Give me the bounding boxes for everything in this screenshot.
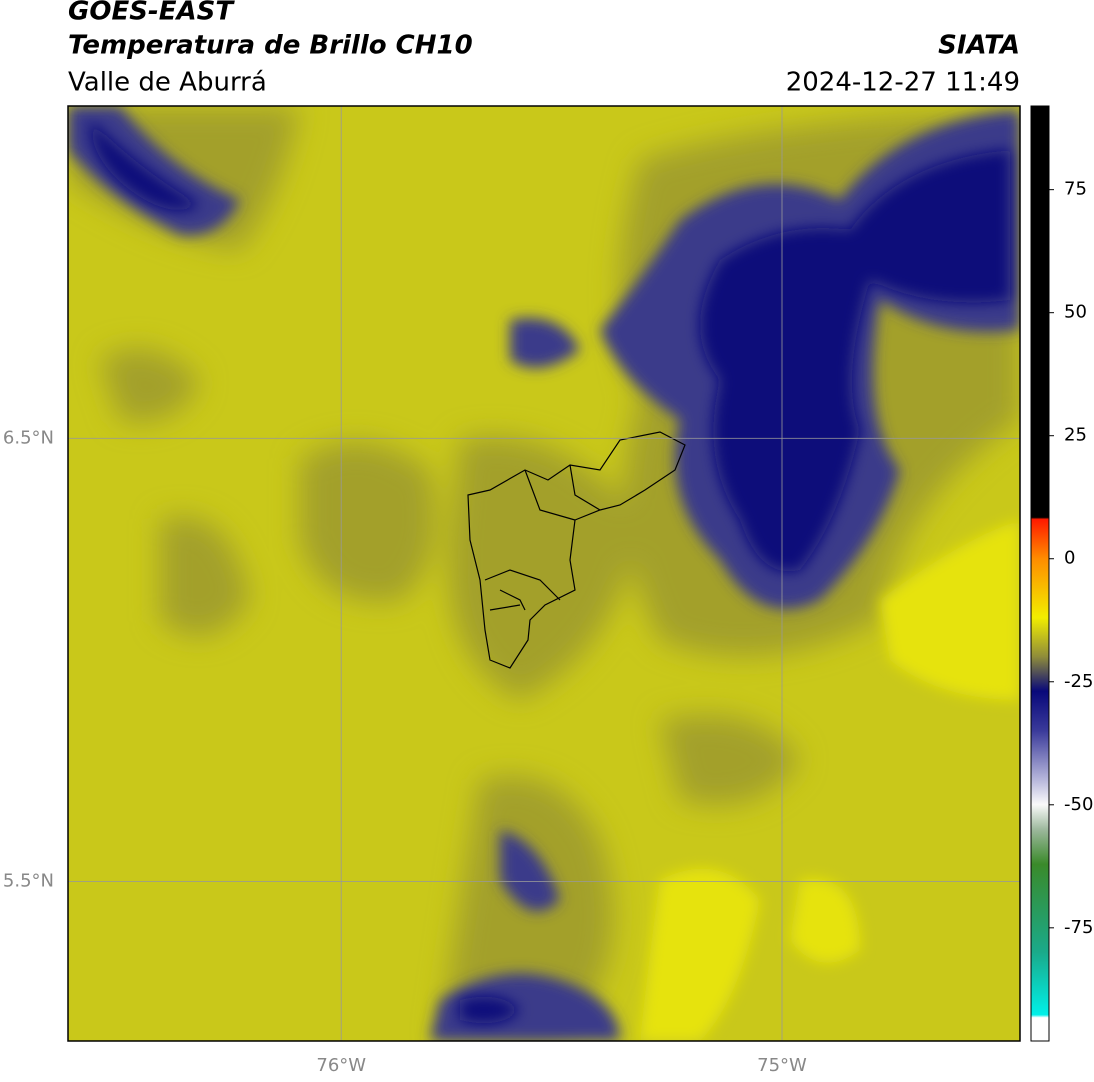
subtitle: Temperatura de Brillo CH10 <box>68 31 473 61</box>
y-tick-label: 6.5°N <box>3 427 54 448</box>
colorbar-tick-label: 25 <box>1064 425 1087 446</box>
map-image <box>68 106 1020 1041</box>
colorbar-tick-label: -75 <box>1064 917 1093 938</box>
colorbar-tick-label: -25 <box>1064 671 1093 692</box>
agency: SIATA <box>938 31 1020 61</box>
colorbar-tick-label: -50 <box>1064 794 1093 815</box>
x-tick-label: 76°W <box>316 1055 366 1076</box>
colorbar-tick-label: 50 <box>1064 302 1087 323</box>
x-tick-label: 75°W <box>757 1055 807 1076</box>
colorbar-tick-label: 75 <box>1064 179 1087 200</box>
region: Valle de Aburrá <box>68 68 267 98</box>
colorbar-tick-label: 0 <box>1064 548 1075 569</box>
datetime: 2024-12-27 11:49 <box>786 68 1020 98</box>
map-frame <box>67 105 1021 1042</box>
title: GOES-EAST <box>68 0 235 27</box>
y-tick-label: 5.5°N <box>3 870 54 891</box>
colorbar <box>1030 105 1050 1042</box>
